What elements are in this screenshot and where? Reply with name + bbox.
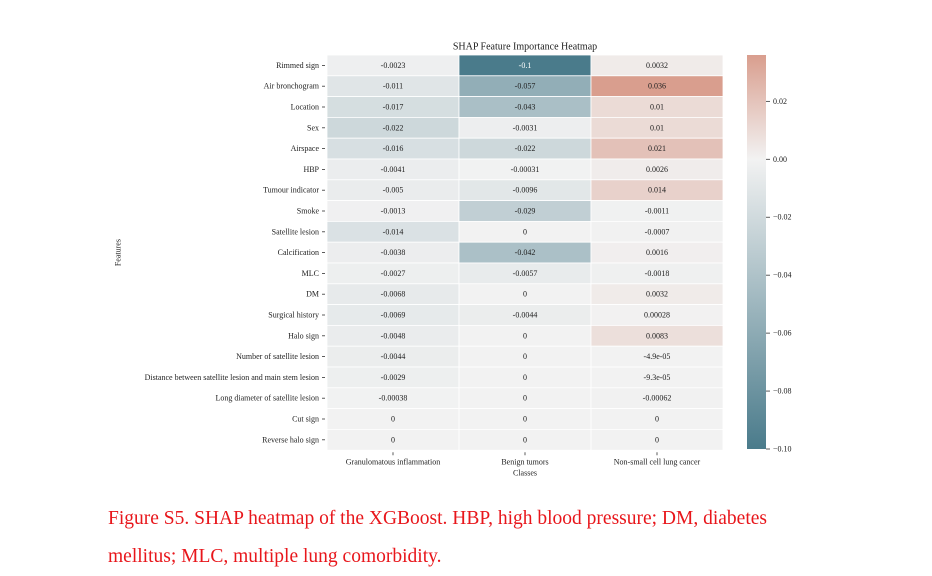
colorbar-tick-label: −0.04 [773, 271, 792, 280]
cell-value-label: -0.022 [515, 144, 536, 153]
y-tick-label: Rimmed sign [276, 61, 319, 70]
cell-value-label: 0 [523, 290, 527, 299]
cell-value-label: -0.0027 [381, 269, 406, 278]
cell-value-label: 0 [523, 394, 527, 403]
y-tick-label: DM [306, 290, 319, 299]
cell-value-label: -0.0029 [381, 373, 406, 382]
cell-value-label: 0.0016 [646, 248, 668, 257]
y-tick-label: Tumour indicator [263, 186, 319, 195]
cell-value-label: -0.0044 [513, 311, 538, 320]
cell-value-label: -0.0031 [513, 123, 538, 132]
cell-value-label: 0 [523, 373, 527, 382]
cell-value-label: -0.00038 [379, 394, 408, 403]
x-tick-label: Granulomatous inflammation [346, 458, 440, 467]
colorbar-tick-label: −0.02 [773, 213, 792, 222]
y-tick-label: Reverse halo sign [262, 435, 319, 444]
figure-caption: Figure S5. SHAP heatmap of the XGBoost. … [108, 508, 767, 567]
cell-value-label: 0 [523, 435, 527, 444]
cell-value-label: -0.0068 [381, 290, 406, 299]
cell-value-label: -0.011 [383, 82, 403, 91]
colorbar-tick-label: −0.10 [773, 445, 792, 454]
colorbar [747, 55, 766, 449]
colorbar-tick-label: 0.00 [773, 155, 787, 164]
x-tick-label: Non-small cell lung cancer [614, 458, 701, 467]
cell-value-label: -0.0007 [645, 227, 670, 236]
y-tick-label: Satellite lesion [272, 227, 319, 236]
cell-value-label: -0.0011 [645, 207, 669, 216]
cell-value-label: -0.0038 [381, 248, 406, 257]
cell-value-label: 0.01 [650, 123, 664, 132]
cell-value-label: -0.0023 [381, 61, 406, 70]
y-tick-label: Air bronchogram [264, 82, 320, 91]
cell-value-label: 0.036 [648, 82, 666, 91]
cell-value-label: 0.0032 [646, 290, 668, 299]
cell-value-label: 0 [523, 415, 527, 424]
cell-value-label: -0.0013 [381, 207, 406, 216]
y-tick-label: Sex [307, 123, 319, 132]
heatmap-cell [590, 428, 724, 451]
cell-value-label: -0.0069 [381, 311, 406, 320]
colorbar-tick-label: 0.02 [773, 97, 787, 106]
cell-value-label: 0.0083 [646, 331, 668, 340]
cell-value-label: 0.014 [648, 186, 666, 195]
cell-value-label: -0.014 [383, 227, 404, 236]
x-tick-label: Benign tumors [501, 458, 548, 467]
chart-title: SHAP Feature Importance Heatmap [453, 42, 597, 53]
y-tick-label: Smoke [297, 207, 320, 216]
cell-value-label: 0 [523, 227, 527, 236]
cell-value-label: -0.029 [515, 207, 536, 216]
cell-value-label: -0.0057 [513, 269, 538, 278]
y-tick-label: Surgical history [268, 311, 319, 320]
y-tick-label: Distance between satellite lesion and ma… [145, 373, 319, 382]
cell-value-label: 0 [523, 331, 527, 340]
cell-value-label: -0.00062 [643, 394, 672, 403]
cell-value-label: -0.022 [383, 123, 404, 132]
cell-value-label: -0.043 [515, 103, 536, 112]
cell-value-label: 0 [655, 415, 659, 424]
colorbar-tick-label: −0.08 [773, 387, 792, 396]
cell-value-label: -0.1 [519, 61, 532, 70]
cell-value-label: -0.0096 [513, 186, 538, 195]
cell-value-label: -0.0018 [645, 269, 670, 278]
y-axis-label: Features [114, 239, 123, 266]
y-tick-label: Cut sign [292, 415, 319, 424]
cell-value-label: -0.0048 [381, 331, 406, 340]
cell-value-label: 0.0026 [646, 165, 668, 174]
cell-value-label: 0.00028 [644, 311, 670, 320]
cell-value-label: 0.01 [650, 103, 664, 112]
y-tick-label: Calcification [278, 248, 319, 257]
y-tick-label: Location [291, 103, 319, 112]
cell-value-label: 0.021 [648, 144, 666, 153]
y-tick-label: Airspace [291, 144, 320, 153]
cell-value-label: -0.042 [515, 248, 536, 257]
y-tick-label: Long diameter of satellite lesion [215, 394, 319, 403]
cell-value-label: -0.057 [515, 82, 536, 91]
colorbar-tick-label: −0.06 [773, 329, 792, 338]
y-tick-label: MLC [302, 269, 319, 278]
cell-value-label: 0 [523, 352, 527, 361]
cell-value-label: -4.9e-05 [644, 352, 671, 361]
cell-value-label: -0.0041 [381, 165, 406, 174]
y-tick-label: HBP [303, 165, 319, 174]
cell-value-label: -0.00031 [511, 165, 540, 174]
cell-value-label: 0 [655, 435, 659, 444]
cell-value-label: 0.0032 [646, 61, 668, 70]
shap-heatmap-chart: SHAP Feature Importance Heatmap -0.0023 -0… [114, 42, 792, 478]
cell-value-label: -0.017 [383, 103, 404, 112]
cell-value-label: -9.3e-05 [644, 373, 671, 382]
y-tick-label: Number of satellite lesion [236, 352, 319, 361]
cell-value-label: -0.005 [383, 186, 404, 195]
cell-value-label: 0 [391, 435, 395, 444]
x-axis-label: Classes [513, 469, 537, 478]
y-tick-label: Halo sign [288, 331, 319, 340]
cell-value-label: 0 [391, 415, 395, 424]
cell-value-label: -0.016 [383, 144, 404, 153]
cell-value-label: -0.0044 [381, 352, 406, 361]
